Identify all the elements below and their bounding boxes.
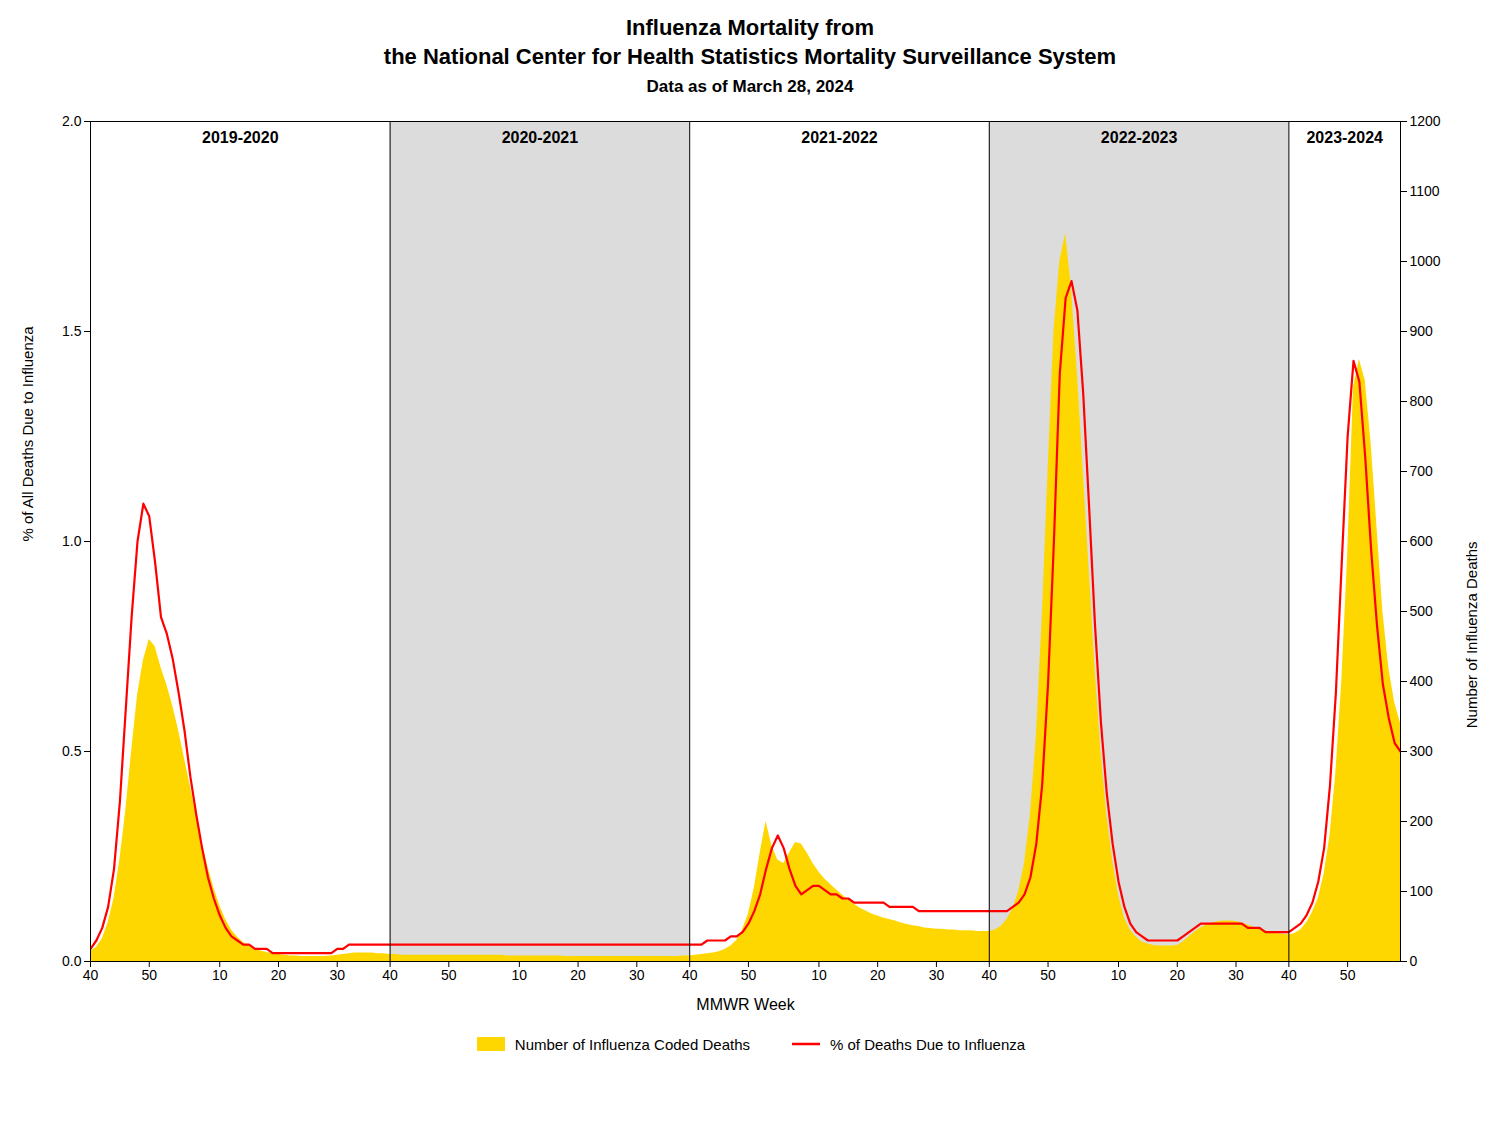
- svg-text:50: 50: [1040, 968, 1056, 984]
- svg-text:0: 0: [1410, 953, 1418, 969]
- html-text:Data as of March 28, 2024: Data as of March 28, 2024: [646, 77, 854, 97]
- svg-text:MMWR Week: MMWR Week: [696, 996, 795, 1013]
- svg-text:900: 900: [1410, 323, 1434, 339]
- svg-text:800: 800: [1410, 393, 1434, 409]
- svg-text:600: 600: [1410, 533, 1434, 549]
- svg-text:10: 10: [811, 968, 827, 984]
- svg-text:50: 50: [441, 968, 457, 984]
- svg-text:20: 20: [570, 968, 586, 984]
- svg-text:10: 10: [1111, 968, 1127, 984]
- svg-text:1000: 1000: [1410, 253, 1441, 269]
- svg-text:1200: 1200: [1410, 113, 1441, 129]
- svg-text:50: 50: [741, 968, 757, 984]
- svg-text:30: 30: [629, 968, 645, 984]
- svg-text:300: 300: [1410, 743, 1434, 759]
- svg-text:10: 10: [512, 968, 528, 984]
- svg-text:% of All Deaths Due to Influen: % of All Deaths Due to Influenza: [19, 326, 36, 542]
- html-text:Number of Influenza Coded Deat: Number of Influenza Coded Deaths: [514, 1035, 750, 1053]
- svg-text:100: 100: [1410, 883, 1434, 899]
- svg-text:30: 30: [929, 968, 945, 984]
- svg-text:2.0: 2.0: [62, 113, 82, 129]
- svg-text:2019-2020: 2019-2020: [202, 129, 279, 146]
- svg-text:40: 40: [1281, 968, 1297, 984]
- html-text:Influenza Mortality from the N: Influenza Mortality from the National Ce…: [383, 15, 1117, 69]
- svg-text:20: 20: [1169, 968, 1185, 984]
- svg-text:2023-2024: 2023-2024: [1306, 129, 1383, 146]
- svg-text:1.5: 1.5: [62, 323, 82, 339]
- svg-text:1.0: 1.0: [62, 533, 82, 549]
- svg-text:20: 20: [870, 968, 886, 984]
- svg-text:20: 20: [271, 968, 287, 984]
- svg-text:200: 200: [1410, 813, 1434, 829]
- svg-text:2021-2022: 2021-2022: [801, 129, 878, 146]
- svg-text:2020-2021: 2020-2021: [502, 129, 579, 146]
- svg-text:Number of Influenza Deaths: Number of Influenza Deaths: [1463, 542, 1480, 729]
- svg-text:10: 10: [212, 968, 228, 984]
- svg-text:30: 30: [1228, 968, 1244, 984]
- svg-text:700: 700: [1410, 463, 1434, 479]
- html-text:% of Deaths Due to Influenza: % of Deaths Due to Influenza: [830, 1035, 1026, 1053]
- svg-text:40: 40: [682, 968, 698, 984]
- svg-text:30: 30: [329, 968, 345, 984]
- svg-text:500: 500: [1410, 603, 1434, 619]
- svg-text:0.5: 0.5: [62, 743, 82, 759]
- svg-text:40: 40: [83, 968, 99, 984]
- svg-text:0.0: 0.0: [62, 953, 82, 969]
- svg-text:2022-2023: 2022-2023: [1101, 129, 1178, 146]
- svg-text:40: 40: [382, 968, 398, 984]
- svg-text:40: 40: [982, 968, 998, 984]
- svg-text:1100: 1100: [1410, 183, 1440, 199]
- svg-text:50: 50: [141, 968, 157, 984]
- svg-text:50: 50: [1340, 968, 1356, 984]
- svg-text:400: 400: [1410, 673, 1434, 689]
